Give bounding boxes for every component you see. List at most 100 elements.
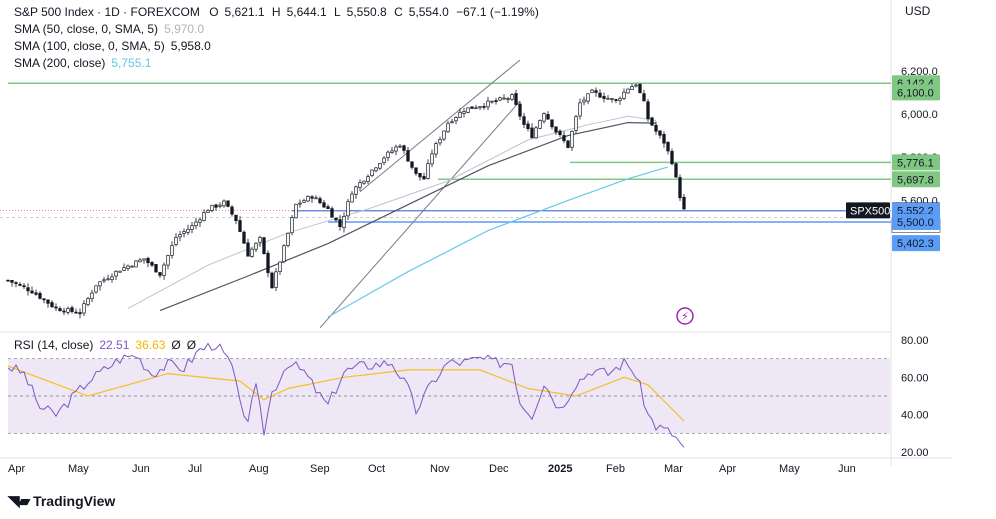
price-tag-bg	[892, 154, 940, 171]
candle-body	[374, 167, 378, 172]
candle-body	[154, 264, 158, 273]
time-tick-label: May	[68, 463, 89, 475]
sma50-legend[interactable]: SMA (50, close, 0, SMA, 5) 5,970.0	[14, 21, 210, 37]
flash-icon	[676, 307, 694, 325]
sma200-value: 5,755.1	[111, 56, 152, 70]
candle-body	[54, 306, 58, 309]
symbol-tag-label: SPX500	[850, 205, 890, 217]
candle-body	[494, 100, 498, 102]
candle-body	[394, 146, 398, 152]
candle-body	[350, 193, 354, 203]
candle-body	[386, 151, 390, 159]
price-tag-label: 5,402.3	[897, 238, 934, 250]
candle-body	[186, 228, 190, 233]
candle-body	[238, 220, 242, 232]
candle-body	[270, 272, 274, 289]
candle-body	[50, 302, 54, 308]
candle-body	[282, 245, 286, 263]
candle-body	[534, 127, 538, 139]
candle-body	[58, 308, 62, 312]
candle-body	[274, 271, 278, 288]
candle-body	[682, 196, 686, 210]
candle-body	[334, 217, 338, 221]
candle-body	[490, 100, 494, 103]
candle-body	[326, 206, 330, 209]
candle-body	[258, 237, 262, 243]
candle-body	[178, 234, 182, 238]
candle-body	[442, 130, 446, 140]
candle-body	[298, 202, 302, 205]
high-label: H	[271, 5, 281, 19]
sma100-line	[159, 121, 657, 312]
price-tag-bg	[892, 84, 940, 101]
candle-body	[330, 208, 334, 218]
candle-body	[250, 248, 254, 257]
candle-body	[198, 219, 202, 223]
candle-body	[118, 270, 122, 273]
candle-body	[418, 172, 422, 178]
candle-body	[234, 214, 238, 221]
price-tag-bg	[892, 235, 940, 252]
candle-body	[126, 265, 130, 269]
candle-body	[146, 257, 150, 264]
candle-body	[306, 196, 310, 202]
candle-body	[286, 232, 290, 246]
candle-body	[646, 101, 650, 120]
candle-body	[598, 92, 602, 98]
candle-body	[354, 186, 358, 195]
candle-body	[402, 145, 406, 151]
currency-label[interactable]: USD	[905, 4, 931, 18]
candle-body	[498, 97, 502, 101]
candle-body	[614, 99, 618, 101]
candle-body	[406, 150, 410, 162]
time-axis: Apr May Jun Jul Aug Sep Oct Nov Dec 2025 Feb Mar Apr…	[8, 463, 856, 475]
candle-body	[438, 138, 442, 144]
symbol-tag-bg	[846, 202, 890, 219]
candle-body	[142, 258, 146, 261]
rsi-legend[interactable]: RSI (14, close) 22.51 36.63 Ø Ø	[14, 337, 202, 353]
candle-body	[206, 210, 210, 213]
rsi-plot	[7, 342, 685, 448]
candle-body	[446, 122, 450, 133]
level-lines	[0, 0, 952, 466]
low-value: 5,550.8	[346, 5, 387, 19]
time-tick-label: Sep	[310, 463, 330, 475]
trend-line-1	[319, 100, 521, 329]
rsi-grid	[8, 358, 890, 434]
sma200-legend[interactable]: SMA (200, close) 5,755.1	[14, 55, 157, 71]
candle-body	[34, 292, 38, 295]
price-tick-label: 6,200.0	[901, 66, 938, 78]
candle-body	[114, 270, 118, 277]
candle-body	[574, 116, 578, 131]
close-value: 5,554.0	[408, 5, 449, 19]
candle-body	[606, 97, 610, 100]
candle-body	[586, 93, 590, 102]
time-tick-label: Apr	[719, 463, 736, 475]
symbol-title[interactable]: S&P 500 Index · 1D · FOREXCOM	[14, 5, 200, 19]
candle-body	[662, 133, 666, 144]
candle-body	[290, 217, 294, 234]
tradingview-logo[interactable]: ◥▰ TradingView	[8, 492, 115, 510]
candle-body	[70, 307, 74, 312]
candle-body	[466, 107, 470, 113]
candle-body	[514, 93, 518, 105]
time-tick-label: Mar	[664, 463, 683, 475]
candle-body	[322, 202, 326, 208]
candle-body	[162, 264, 166, 276]
candle-body	[478, 106, 482, 109]
sma100-legend[interactable]: SMA (100, close, 0, SMA, 5) 5,958.0	[14, 38, 217, 54]
candle-body	[278, 261, 282, 273]
candle-body	[458, 111, 462, 118]
price-tick-label: 6,000.0	[901, 109, 938, 121]
candle-body	[86, 298, 90, 306]
candle-body	[562, 135, 566, 142]
rsi-extra-2: Ø	[186, 338, 197, 352]
candle-body	[10, 280, 14, 283]
candle-body	[66, 308, 70, 313]
header-ohlc: S&P 500 Index · 1D · FOREXCOM O 5,621.1 H…	[14, 4, 551, 20]
candle-body	[22, 285, 26, 288]
candle-body	[318, 198, 322, 204]
candle-body	[338, 219, 342, 227]
candle-body	[378, 163, 382, 169]
